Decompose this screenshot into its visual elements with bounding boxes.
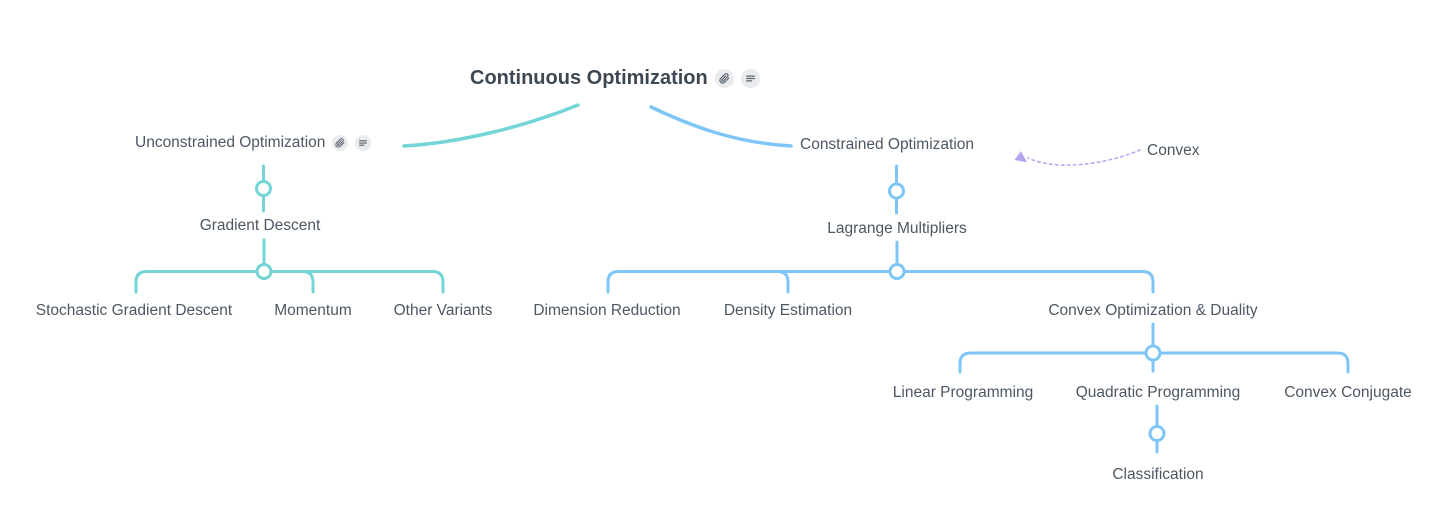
collapse-toggle-constrained[interactable] [888,182,905,200]
bracket-drop-momentum [301,270,315,294]
node-classification[interactable]: Classification [1112,466,1204,483]
collapse-toggle-gradient[interactable] [255,263,273,280]
bracket-drop-density [776,270,790,294]
notes-icon[interactable] [740,68,760,88]
attachment-link-icon[interactable] [332,134,349,151]
node-other-variants[interactable]: Other Variants [393,302,493,319]
bracket-lagrange-children [606,270,1155,294]
node-linear-programming[interactable]: Linear Programming [892,384,1034,401]
node-density-estimation[interactable]: Density Estimation [723,302,853,319]
node-dimension-reduction[interactable]: Dimension Reduction [533,302,681,319]
node-continuous-optimization[interactable]: Continuous Optimization [470,64,760,92]
node-convex-optimization-duality[interactable]: Convex Optimization & Duality [1048,302,1258,319]
relationship-arrowhead [1014,151,1027,163]
attachment-link-icon[interactable] [714,68,734,88]
collapse-toggle-lagrange[interactable] [888,263,906,280]
node-convex-floating[interactable]: Convex [1147,142,1200,159]
node-momentum[interactable]: Momentum [274,302,352,319]
node-label: Unconstrained Optimization [135,134,326,151]
edge-root-constrained [649,105,793,148]
node-convex-conjugate[interactable]: Convex Conjugate [1284,384,1412,401]
node-lagrange-multipliers[interactable]: Lagrange Multipliers [827,220,967,237]
node-quadratic-programming[interactable]: Quadratic Programming [1075,384,1241,401]
collapse-toggle-convexduality[interactable] [1144,344,1162,362]
bracket-gradient-children [134,270,445,294]
edge-root-unconstrained [402,103,580,148]
root-label: Continuous Optimization [470,67,708,89]
collapse-toggle-quadratic[interactable] [1148,425,1166,442]
node-unconstrained-optimization[interactable]: Unconstrained Optimization [135,133,372,152]
node-gradient-descent[interactable]: Gradient Descent [199,217,321,234]
relationship-arrow-convex[interactable] [1027,149,1141,166]
node-stochastic-gradient-descent[interactable]: Stochastic Gradient Descent [35,302,233,319]
collapse-toggle-unconstrained[interactable] [255,180,272,197]
node-constrained-optimization[interactable]: Constrained Optimization [800,136,975,153]
notes-icon[interactable] [355,134,372,151]
